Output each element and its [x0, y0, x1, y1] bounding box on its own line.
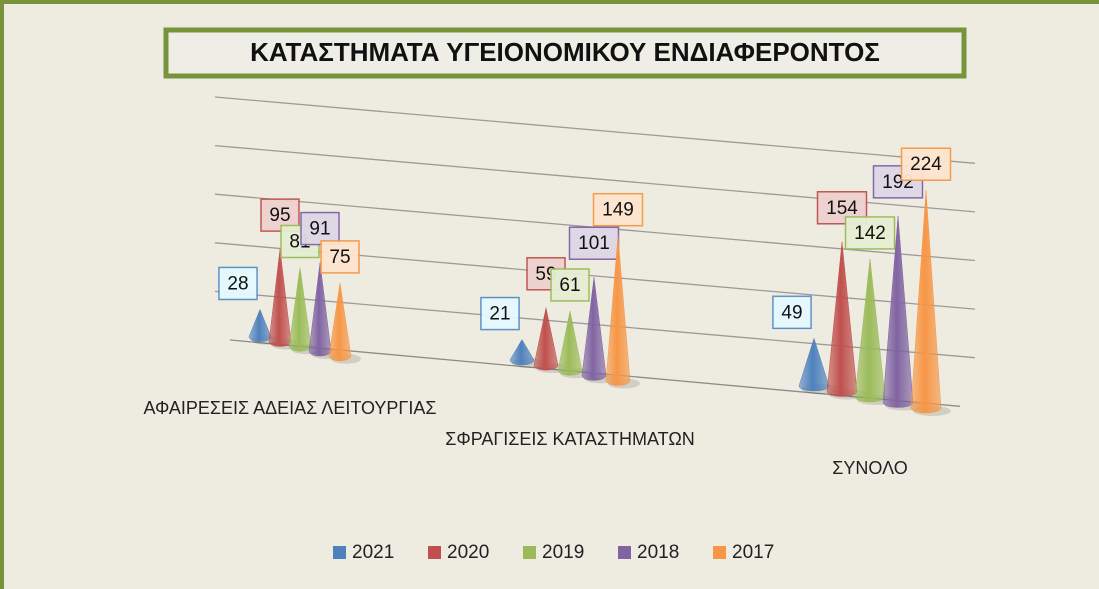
category-label: ΣΦΡΑΓΙΣΕΙΣ ΚΑΤΑΣΤΗΜΑΤΩΝ [445, 429, 695, 449]
legend-label: 2017 [732, 542, 774, 563]
cone [557, 310, 583, 376]
legend-label: 2020 [447, 542, 489, 563]
data-label-tint [301, 212, 339, 245]
data-label: 21 [489, 304, 510, 325]
data-label: 61 [559, 275, 580, 296]
legend-swatch [618, 546, 631, 559]
legend-swatch [428, 546, 441, 559]
category-label: ΑΦΑΙΡΕΣΕΙΣ ΑΔΕΙΑΣ ΛΕΙΤΟΥΡΓΙΑΣ [144, 398, 437, 418]
data-label: 154 [826, 198, 858, 219]
cone [509, 339, 535, 366]
cone [533, 307, 559, 371]
cone [581, 277, 607, 381]
data-label: 224 [910, 154, 942, 175]
data-label-box [480, 296, 520, 331]
cone [910, 190, 942, 414]
grid-line [214, 96, 976, 164]
data-label-tint [845, 216, 895, 249]
data-label-box [300, 211, 340, 246]
data-label-tint [593, 193, 643, 226]
title-box [163, 27, 967, 79]
data-label-tint [569, 227, 619, 260]
chart-title: ΚΑΤΑΣΤΗΜΑΤΑ ΥΓΕΙΟΝΟΜΙΚΟΥ ΕΝΔΙΑΦΕΡΟΝΤΟΣ [250, 37, 880, 67]
legend-swatch [333, 546, 346, 559]
legend-swatch [523, 546, 536, 559]
legend-label: 2019 [542, 542, 584, 563]
category-label: ΣΥΝΟΛΟ [832, 458, 907, 478]
data-label-box [218, 266, 258, 301]
data-label-box [872, 165, 924, 199]
cone [605, 235, 631, 386]
data-label-box [320, 240, 360, 274]
data-label-box [592, 192, 644, 227]
data-label: 75 [329, 247, 350, 268]
legend-swatch [713, 546, 726, 559]
data-label: 149 [602, 200, 634, 221]
data-label-box [550, 268, 590, 302]
data-label-tint [901, 148, 951, 181]
data-label-box [844, 216, 896, 250]
data-label-box [900, 147, 952, 181]
data-label-box [772, 295, 812, 330]
legend-label: 2021 [352, 542, 394, 563]
data-label-tint [773, 296, 811, 329]
data-label: 28 [227, 273, 248, 294]
cone [328, 282, 352, 362]
data-label: 95 [269, 205, 290, 226]
data-label: 142 [854, 223, 886, 244]
data-label-tint [321, 240, 359, 273]
data-label: 91 [309, 219, 330, 240]
data-label: 49 [781, 302, 802, 323]
data-label-tint [551, 268, 589, 301]
legend-label: 2018 [637, 542, 679, 563]
data-label: 101 [578, 233, 610, 254]
data-label-tint [219, 267, 257, 300]
data-label-box [568, 226, 620, 260]
data-label-tint [481, 297, 519, 330]
